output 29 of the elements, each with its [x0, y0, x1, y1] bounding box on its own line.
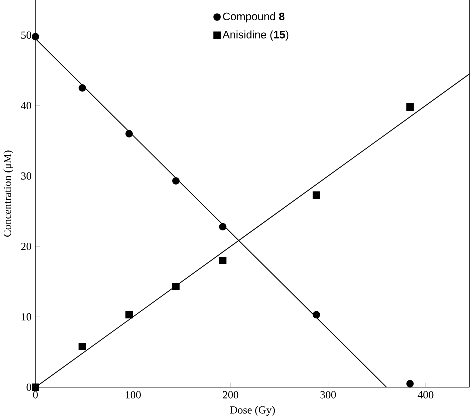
x-tick-label: 200 — [223, 392, 239, 399]
legend-label: Compound 8 — [223, 12, 285, 23]
point — [78, 343, 86, 351]
y-tick-label: 10 — [22, 314, 32, 321]
point — [172, 283, 180, 291]
point — [78, 84, 86, 92]
point — [126, 311, 134, 319]
point — [312, 311, 320, 319]
x-tick-label: 300 — [320, 392, 336, 399]
point — [219, 223, 227, 231]
x-tick-label: 0 — [33, 392, 38, 399]
x-tick-label: 100 — [126, 392, 141, 399]
point — [32, 384, 40, 392]
x-tick-label: 400 — [418, 392, 434, 399]
y-tick-label: 20 — [21, 243, 32, 250]
point — [32, 33, 40, 41]
y-axis-title: Concentration (μM) — [4, 150, 14, 238]
point — [406, 380, 414, 388]
y-tick-label: 50 — [22, 32, 32, 40]
y-tick-label: 0 — [26, 384, 32, 392]
point — [172, 178, 180, 186]
x-axis-title: Dose (Gy) — [230, 406, 276, 416]
point — [219, 257, 227, 265]
y-tick-label: 40 — [21, 102, 32, 110]
legend-label: Anisidine (15) — [222, 30, 289, 42]
point — [126, 130, 134, 138]
y-tick-label: 30 — [22, 172, 32, 180]
point — [406, 104, 414, 112]
point — [312, 192, 320, 200]
